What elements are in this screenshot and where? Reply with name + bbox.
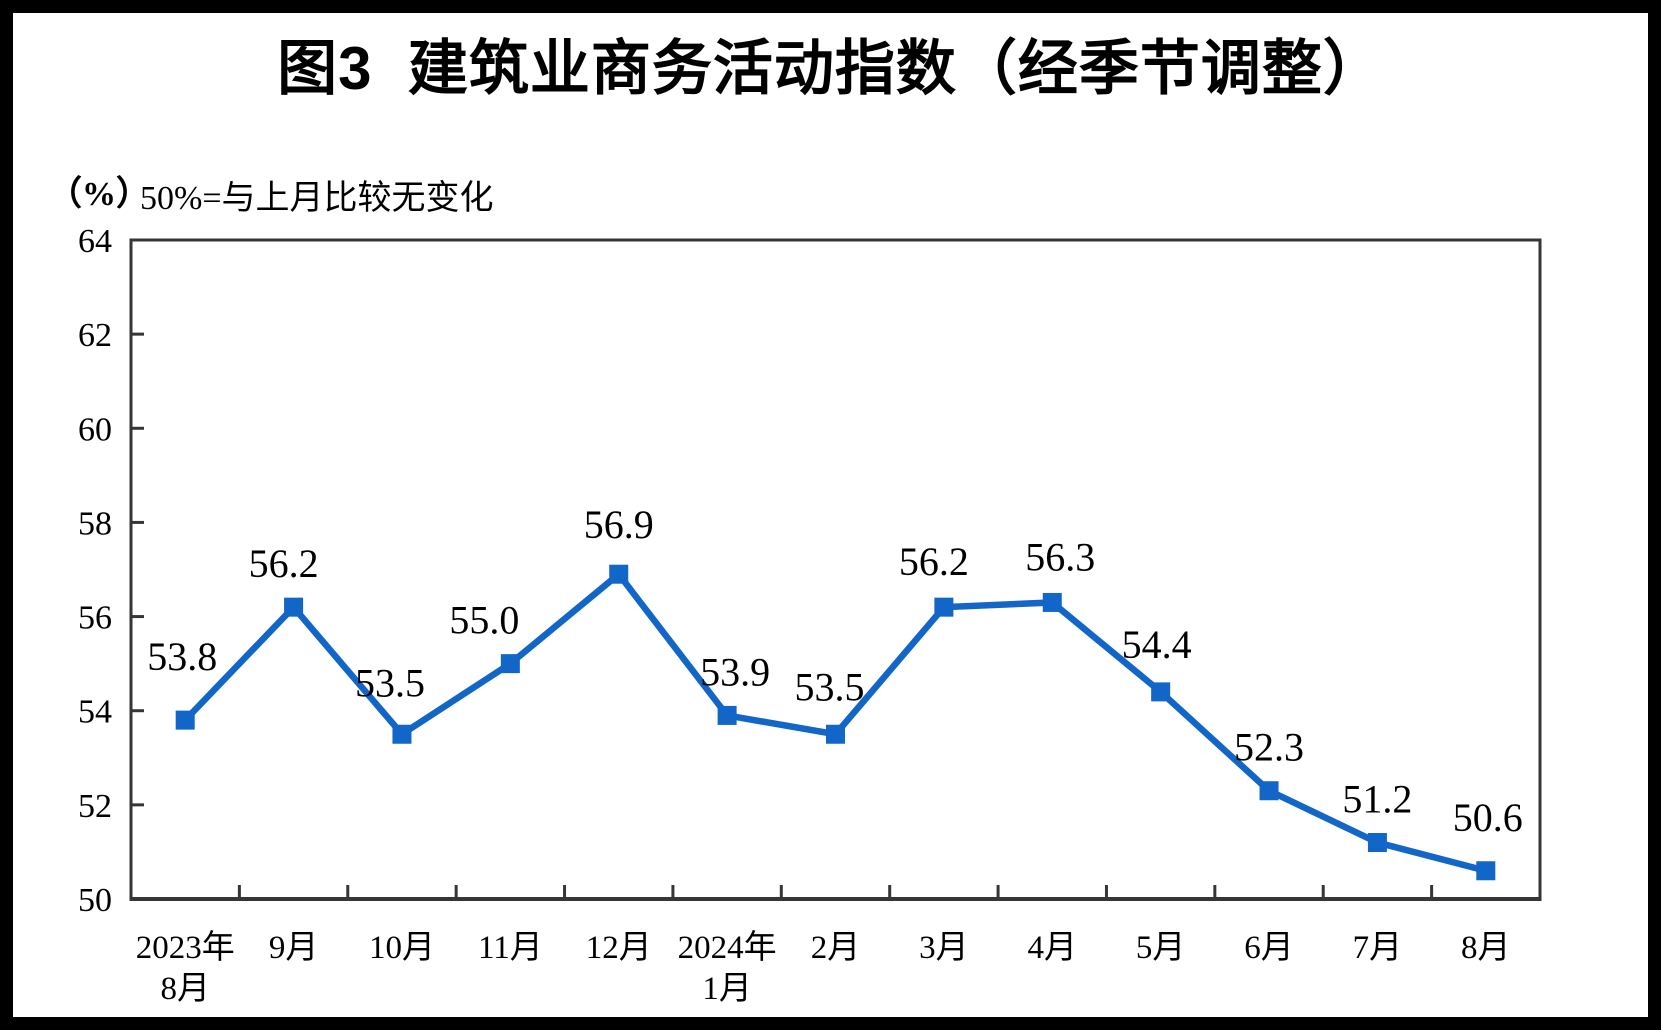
y-tick-label: 50 bbox=[78, 882, 112, 919]
y-tick-label: 54 bbox=[78, 694, 112, 731]
y-tick-label: 62 bbox=[78, 317, 112, 354]
y-tick-label: 56 bbox=[78, 600, 112, 637]
x-tick-label: 1月 bbox=[702, 971, 752, 1007]
reference-note: 50%=与上月比较无变化 bbox=[140, 180, 494, 217]
data-value-label: 52.3 bbox=[1234, 725, 1304, 770]
data-point-marker bbox=[1151, 682, 1171, 702]
x-tick-label: 7月 bbox=[1353, 930, 1403, 966]
x-tick-label: 10月 bbox=[369, 930, 435, 966]
x-tick-label: 2023年 bbox=[136, 929, 235, 966]
x-tick-label: 8月 bbox=[1461, 930, 1511, 966]
x-tick-label: 6月 bbox=[1244, 930, 1294, 966]
data-line bbox=[182, 569, 1487, 874]
data-point-marker bbox=[1259, 781, 1279, 801]
data-value-label: 56.2 bbox=[249, 541, 319, 586]
x-tick-label: 2月 bbox=[811, 930, 861, 966]
data-value-label: 53.5 bbox=[795, 664, 865, 709]
data-value-label: 56.9 bbox=[584, 502, 654, 547]
x-tick-label: 8月 bbox=[160, 971, 210, 1007]
data-point-marker bbox=[1476, 861, 1496, 881]
data-point-marker bbox=[609, 564, 629, 584]
data-point-marker bbox=[826, 724, 845, 744]
data-value-label: 54.4 bbox=[1122, 622, 1192, 667]
data-point-marker bbox=[1042, 592, 1062, 612]
x-tick-label: 3月 bbox=[919, 930, 969, 966]
data-value-label: 56.3 bbox=[1025, 534, 1095, 579]
y-axis-unit-label: （%） bbox=[48, 176, 150, 213]
data-point-marker bbox=[1367, 833, 1387, 853]
y-tick-label: 52 bbox=[78, 788, 112, 825]
plot-border bbox=[129, 238, 1542, 901]
x-tick-label: 12月 bbox=[586, 930, 652, 966]
data-point-marker bbox=[392, 724, 412, 744]
x-tick-label: 5月 bbox=[1136, 930, 1186, 966]
x-tick-label: 4月 bbox=[1028, 930, 1078, 966]
x-tick-label: 11月 bbox=[478, 930, 543, 966]
data-point-marker bbox=[175, 710, 195, 730]
data-point-marker bbox=[934, 597, 954, 617]
data-value-label: 50.6 bbox=[1453, 795, 1523, 840]
y-tick-label: 64 bbox=[78, 223, 112, 260]
x-tick-label: 2024年 bbox=[678, 929, 777, 966]
data-value-label: 51.2 bbox=[1342, 777, 1412, 822]
data-value-label: 56.2 bbox=[899, 539, 969, 584]
y-tick-label: 60 bbox=[78, 411, 112, 448]
data-value-label: 53.9 bbox=[700, 649, 770, 694]
data-value-label: 55.0 bbox=[449, 598, 519, 643]
data-value-label: 53.8 bbox=[147, 634, 217, 679]
data-point-marker bbox=[500, 654, 520, 674]
data-point-marker bbox=[717, 705, 737, 725]
data-point-marker bbox=[284, 597, 304, 617]
y-tick-label: 58 bbox=[78, 505, 112, 542]
chart-title: 图3 建筑业商务活动指数（经季节调整） bbox=[277, 35, 1384, 102]
data-value-label: 53.5 bbox=[355, 660, 425, 705]
x-tick-label: 9月 bbox=[269, 930, 319, 966]
